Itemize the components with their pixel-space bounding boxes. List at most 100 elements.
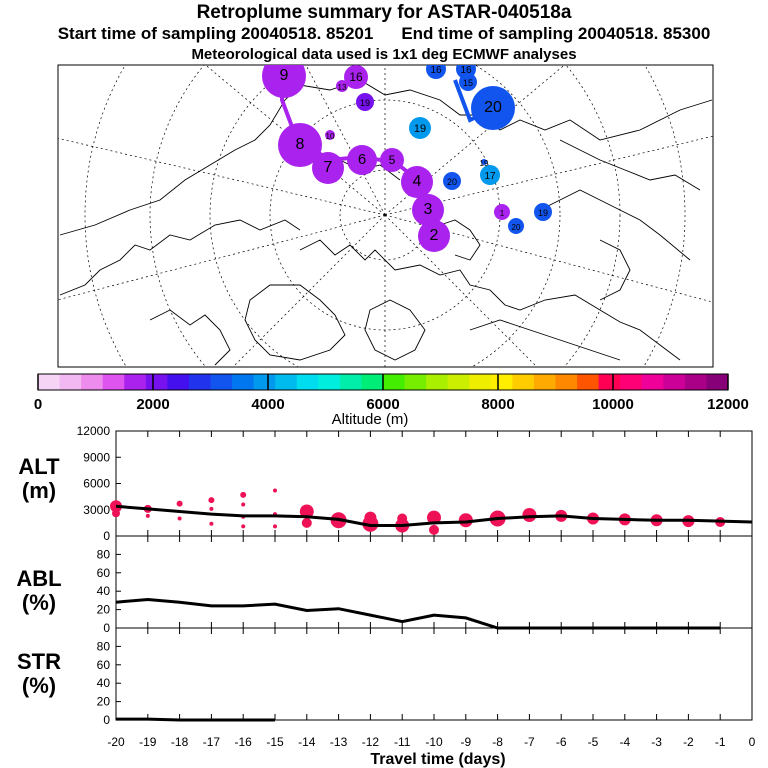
colorbar-cell [167,374,190,390]
plume-marker: 8 [278,123,322,167]
plume-marker-label: 4 [413,173,422,190]
x-tick-label: -13 [330,735,348,749]
plume-marker-label: 17 [484,171,496,182]
x-tick-label: -20 [107,735,125,749]
altitude-point [299,504,314,519]
plume-marker-label: 20 [447,177,457,187]
plume-marker: 19 [356,93,374,111]
altitude-colorbar: 0 2000 4000 6000 8000 10000 12000 Altitude (m) [34,373,749,428]
colorbar-tick-label: 2000 [136,396,169,413]
altitude-point [301,517,312,528]
colorbar-cell [620,374,643,390]
x-tick-label: -4 [619,735,630,749]
str-panel-frame [115,627,753,721]
plume-marker-label: 19 [538,208,548,218]
abl-panel-label: ABL (%) [16,566,62,615]
str-panel-label: STR (%) [17,649,61,698]
colorbar-tick-label: 12000 [707,396,749,413]
y-tick-label: 12000 [77,424,111,438]
series-line [115,597,721,630]
colorbar-cell [275,374,298,390]
plume-marker-label: 16 [349,70,363,84]
colorbar-cell [447,374,470,390]
y-tick-label: 0 [103,621,110,635]
colorbar-tick-label: 0 [34,396,42,413]
plume-marker: 1 [494,204,510,220]
colorbar-tick-label: 6000 [366,396,399,413]
colorbar-cell [361,374,384,390]
altitude-point [429,524,439,535]
colorbar-cell [339,374,362,390]
plume-marker-label: 16 [430,65,442,76]
y-tick-label: 9000 [83,450,110,464]
plume-marker: 3 [412,194,444,226]
colorbar-cell [512,374,535,390]
altitude-point [241,502,246,507]
plume-marker-label: 10 [326,132,335,141]
series-line [115,504,753,527]
y-tick-label: 20 [97,695,111,709]
chart-title: Retroplume summary for ASTAR-040518a [196,2,572,23]
colorbar-cell [253,374,276,390]
plume-marker: 16 [426,65,446,79]
plume-marker: 19 [480,159,489,168]
y-tick-label: 40 [97,676,111,690]
x-tick-label: -7 [524,735,535,749]
colorbar-cell [490,374,513,390]
colorbar-tick-label: 4000 [251,396,284,413]
plume-marker-label: 16 [460,65,472,76]
plume-marker-label: 19 [360,98,370,108]
alt-panel-label: ALT (m) [18,454,60,503]
x-tick-label: -15 [266,735,284,749]
end-time-label: End time of sampling 20040518. 85300 [401,24,711,43]
altitude-point [209,521,214,526]
colorbar-cell [577,374,600,390]
plume-marker-label: 3 [424,201,433,218]
colorbar-cell [232,374,255,390]
altitude-point [364,511,377,524]
plume-marker-label: 20 [512,223,521,232]
plume-marker: 13 [336,80,348,92]
colorbar-cell [188,374,211,390]
plume-marker-label: 19 [414,123,426,135]
x-tick-label: -16 [235,735,253,749]
colorbar-cell [533,374,556,390]
plume-marker-label: 13 [338,83,347,92]
x-tick-label: -5 [588,735,599,749]
colorbar-cell [641,374,664,390]
y-tick-label: 40 [97,584,111,598]
plume-marker-label: 15 [463,78,473,88]
colorbar-cell [318,374,341,390]
plume-marker: 2 [418,220,450,252]
altitude-point [208,497,215,504]
plume-marker: 17 [480,165,500,185]
plume-marker: 20 [471,86,515,130]
colorbar-cell [383,374,406,390]
plume-marker: 7 [312,152,344,184]
colorbar-cell [59,374,82,390]
y-tick-label: 20 [97,603,111,617]
colorbar-cell [102,374,125,390]
plume-marker-label: 5 [389,153,396,167]
y-tick-label: 60 [97,566,111,580]
plume-marker-label: 7 [324,159,333,176]
plume-marker-label: 1 [500,209,505,218]
x-tick-label: -9 [460,735,471,749]
altitude-point [176,500,183,507]
altitude-point [273,488,277,493]
y-tick-label: 80 [97,547,111,561]
plume-marker: 16 [344,65,368,89]
colorbar-cell [469,374,492,390]
x-tick-label: -18 [171,735,189,749]
plume-marker: 9 [262,65,306,98]
plume-marker: 19 [409,117,431,139]
plume-marker: 16 [456,65,476,79]
x-axis-label: Travel time (days) [370,751,505,768]
colorbar-cell [555,374,578,390]
y-tick-label: 0 [103,529,110,543]
x-tick-label: 0 [749,735,756,749]
plume-marker-label: 8 [296,136,305,153]
x-tick-label: -11 [394,735,411,749]
plume-marker: 5 [380,148,404,172]
plume-marker: 20 [508,218,524,234]
